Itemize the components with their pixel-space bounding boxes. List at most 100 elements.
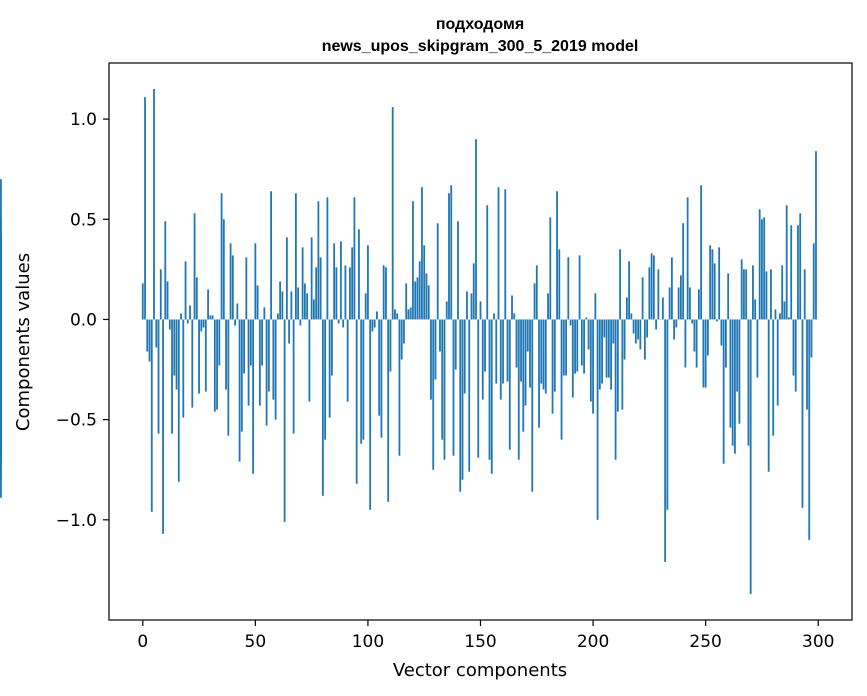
bar-66 bbox=[290, 291, 293, 320]
bar-204 bbox=[601, 319, 603, 384]
bar-225 bbox=[648, 267, 651, 320]
bar-286 bbox=[785, 205, 788, 320]
x-axis-label: Vector components bbox=[393, 660, 567, 681]
x-tick-label: 250 bbox=[689, 632, 721, 652]
bar-247 bbox=[698, 289, 700, 320]
bar-242 bbox=[686, 197, 689, 320]
bar-88 bbox=[340, 241, 342, 320]
bar-271 bbox=[752, 265, 754, 320]
bar-196 bbox=[583, 319, 585, 374]
bar-89 bbox=[342, 319, 345, 328]
bar-104 bbox=[376, 311, 378, 320]
bar-20 bbox=[186, 319, 189, 324]
bar-188 bbox=[565, 319, 567, 376]
bar-25 bbox=[198, 319, 200, 394]
bar-116 bbox=[403, 319, 405, 344]
bar-203 bbox=[598, 319, 601, 390]
bar-52 bbox=[258, 319, 261, 406]
bar-15 bbox=[175, 319, 178, 390]
bar-176 bbox=[538, 319, 540, 428]
bar-10 bbox=[164, 221, 167, 320]
bar-246 bbox=[695, 319, 698, 368]
bar-293 bbox=[801, 319, 804, 508]
bar-117 bbox=[405, 283, 408, 320]
bar-29 bbox=[207, 289, 209, 320]
bar-244 bbox=[691, 319, 694, 324]
bar-173 bbox=[531, 319, 534, 492]
bar-270 bbox=[749, 319, 752, 594]
bar-226 bbox=[650, 253, 653, 320]
bar-296 bbox=[808, 319, 811, 540]
bar-59 bbox=[274, 319, 277, 420]
x-tick-label: 100 bbox=[352, 632, 384, 652]
bar-243 bbox=[688, 287, 691, 320]
bar-0 bbox=[141, 283, 144, 320]
bar-211 bbox=[616, 319, 619, 412]
bar-210 bbox=[614, 319, 617, 460]
bar-163 bbox=[508, 319, 511, 450]
bar-110 bbox=[389, 319, 392, 372]
bar-172 bbox=[529, 319, 531, 388]
bar-123 bbox=[418, 261, 421, 320]
bar-213 bbox=[621, 319, 624, 410]
bar-206 bbox=[605, 319, 608, 378]
bar-170 bbox=[524, 319, 527, 406]
bar-119 bbox=[409, 307, 412, 320]
bar-288 bbox=[790, 225, 793, 320]
bar-137 bbox=[450, 185, 453, 320]
bar-32 bbox=[213, 319, 216, 412]
bar-156 bbox=[493, 313, 495, 320]
bar-236 bbox=[673, 319, 676, 340]
bar-250 bbox=[704, 319, 707, 388]
bar-114 bbox=[398, 319, 401, 456]
bar-74 bbox=[308, 319, 311, 402]
bar-275 bbox=[761, 219, 763, 320]
bar-281 bbox=[774, 309, 777, 320]
bar-132 bbox=[439, 319, 441, 352]
bar-290 bbox=[794, 319, 797, 392]
bar-241 bbox=[684, 319, 687, 368]
bar-145 bbox=[468, 319, 471, 472]
bar-239 bbox=[679, 275, 682, 320]
bar-269 bbox=[747, 319, 750, 446]
bar-191 bbox=[571, 319, 574, 398]
bar-258 bbox=[722, 319, 725, 464]
bar-102 bbox=[371, 319, 374, 332]
bar-6 bbox=[155, 319, 158, 348]
bar-75 bbox=[310, 237, 313, 320]
bar-26 bbox=[200, 319, 203, 332]
bar-37 bbox=[225, 319, 227, 390]
bar-100 bbox=[367, 245, 369, 320]
bar-152 bbox=[484, 319, 486, 372]
bar-274 bbox=[758, 209, 761, 320]
bar-19 bbox=[184, 261, 187, 320]
bar-4 bbox=[150, 319, 153, 512]
bar-48 bbox=[249, 319, 252, 366]
bar-295 bbox=[806, 319, 808, 410]
bar-108 bbox=[385, 267, 387, 320]
bar-284 bbox=[781, 265, 784, 320]
x-tick-label: 150 bbox=[464, 632, 496, 652]
bar-7 bbox=[157, 319, 160, 434]
bar-undefined bbox=[0, 319, 2, 342]
bar-9 bbox=[162, 319, 164, 534]
bar-253 bbox=[711, 249, 714, 320]
x-tick-label: 200 bbox=[577, 632, 609, 652]
bar-285 bbox=[783, 301, 786, 320]
bar-90 bbox=[344, 265, 347, 320]
bar-53 bbox=[261, 319, 263, 366]
bar-187 bbox=[562, 319, 565, 376]
bar-222 bbox=[641, 277, 644, 320]
bar-96 bbox=[358, 229, 360, 320]
bar-39 bbox=[229, 243, 232, 320]
bar-180 bbox=[547, 293, 549, 320]
bar-121 bbox=[414, 281, 417, 320]
bar-299 bbox=[815, 151, 817, 320]
bar-186 bbox=[560, 319, 563, 440]
bar-57 bbox=[270, 191, 273, 320]
bar-265 bbox=[738, 319, 741, 424]
bar-67 bbox=[292, 319, 295, 434]
bar-192 bbox=[574, 319, 576, 374]
bar-85 bbox=[333, 243, 336, 320]
bar-234 bbox=[668, 287, 671, 320]
